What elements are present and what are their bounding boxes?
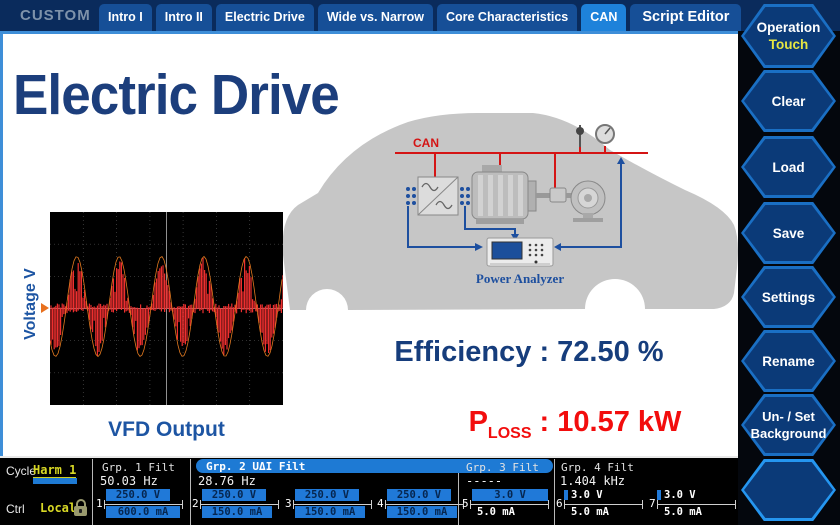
group-1-frequency: 50.03 Hz [100, 474, 158, 488]
page-title: Electric Drive [13, 63, 340, 127]
statusbar-divider [190, 459, 191, 525]
channel-4-range[interactable]: 4 250.0 V 150.0 mA [377, 487, 467, 521]
save-button[interactable]: Save [741, 202, 836, 264]
clear-button[interactable]: Clear [741, 70, 836, 132]
measurement-wires [407, 161, 622, 248]
statusbar-topline [0, 456, 740, 458]
channel-1-range[interactable]: 1 250.0 V 600.0 mA [96, 487, 186, 521]
app-title: CUSTOM [20, 7, 91, 24]
tab-bar: Intro I Intro II Electric Drive Wide vs.… [99, 4, 742, 31]
cycle-mode-value[interactable]: Harm 1 [33, 463, 77, 478]
power-loss-readout: PLOSS : 10.57 kW [468, 406, 682, 442]
top-bar: CUSTOM Intro I Intro II Electric Drive W… [0, 0, 840, 31]
tab-intro-2[interactable]: Intro II [155, 4, 212, 31]
can-bus-label: CAN [413, 136, 439, 150]
channel-3-range[interactable]: 3 250.0 V 150.0 mA [285, 487, 375, 521]
tab-electric-drive[interactable]: Electric Drive [215, 4, 314, 31]
sidebar: Operation Touch Clear Load Save Settings … [738, 0, 840, 525]
scope-caption: VFD Output [108, 418, 225, 441]
lock-icon[interactable] [74, 499, 88, 517]
scope-y-axis-label: Voltage V [22, 268, 39, 340]
load-button[interactable]: Load [741, 136, 836, 198]
group-3-frequency: ----- [466, 474, 503, 488]
statusbar-divider [92, 459, 93, 525]
motor [471, 165, 537, 224]
tab-script-editor[interactable]: Script Editor [630, 4, 742, 31]
gauge-icon [595, 124, 615, 144]
temperature-probe-icon [576, 125, 584, 147]
status-bar: Cycle Harm 1 Ctrl Local Grp. 1 Filt 50.0… [0, 456, 740, 525]
power-analyzer-device [486, 237, 554, 267]
rename-button[interactable]: Rename [741, 330, 836, 392]
inverter-box [417, 176, 459, 216]
content-border [0, 34, 3, 456]
efficiency-value: 72.50 % [557, 336, 664, 368]
tab-wide-vs-narrow[interactable]: Wide vs. Narrow [317, 4, 433, 31]
tab-core-characteristics[interactable]: Core Characteristics [436, 4, 578, 31]
channel-6-range[interactable]: 6 3.0 V 5.0 mA [556, 487, 646, 521]
wire-arrows [475, 157, 625, 251]
scope-trigger-marker [41, 303, 49, 313]
unset-background-button[interactable]: Un- / Set Background [741, 394, 836, 456]
ctrl-mode-value[interactable]: Local [40, 501, 77, 515]
channel-5-range[interactable]: 5 3.0 V 5.0 mA [462, 487, 552, 521]
group-2-label[interactable]: Grp. 2 UΔI Filt [196, 459, 553, 473]
drivetrain-diagram: CAN [282, 113, 738, 310]
ctrl-label: Ctrl [6, 502, 25, 516]
statusbar-divider [458, 459, 459, 525]
statusbar-divider [554, 459, 555, 525]
group-4-label[interactable]: Grp. 4 Filt [561, 461, 634, 474]
settings-button[interactable]: Settings [741, 266, 836, 328]
cycle-progress-bar [33, 478, 77, 484]
load-machine [570, 180, 606, 222]
vfd-scope-plot [50, 212, 283, 405]
group-2-frequency: 28.76 Hz [198, 474, 256, 488]
empty-button[interactable] [741, 459, 836, 521]
power-analyzer-label: Power Analyzer [476, 271, 564, 286]
main-content: Electric Drive CAN [3, 34, 738, 456]
efficiency-readout: Efficiency : 72.50 % [394, 336, 664, 368]
group-4-frequency: 1.404 kHz [560, 474, 626, 488]
tab-intro-1[interactable]: Intro I [99, 4, 152, 31]
tab-can[interactable]: CAN [581, 4, 627, 31]
power-loss-value: 10.57 kW [557, 406, 682, 438]
cycle-label: Cycle [6, 464, 37, 478]
group-3-label[interactable]: Grp. 3 Filt [466, 461, 539, 474]
channel-2-range[interactable]: 2 250.0 V 150.0 mA [192, 487, 282, 521]
phase-terminals [406, 187, 470, 205]
tab-underline [0, 31, 738, 34]
operation-button[interactable]: Operation Touch [741, 4, 836, 68]
channel-7-range[interactable]: 7 3.0 V 5.0 mA [649, 487, 739, 521]
group-1-label[interactable]: Grp. 1 Filt [102, 461, 175, 474]
